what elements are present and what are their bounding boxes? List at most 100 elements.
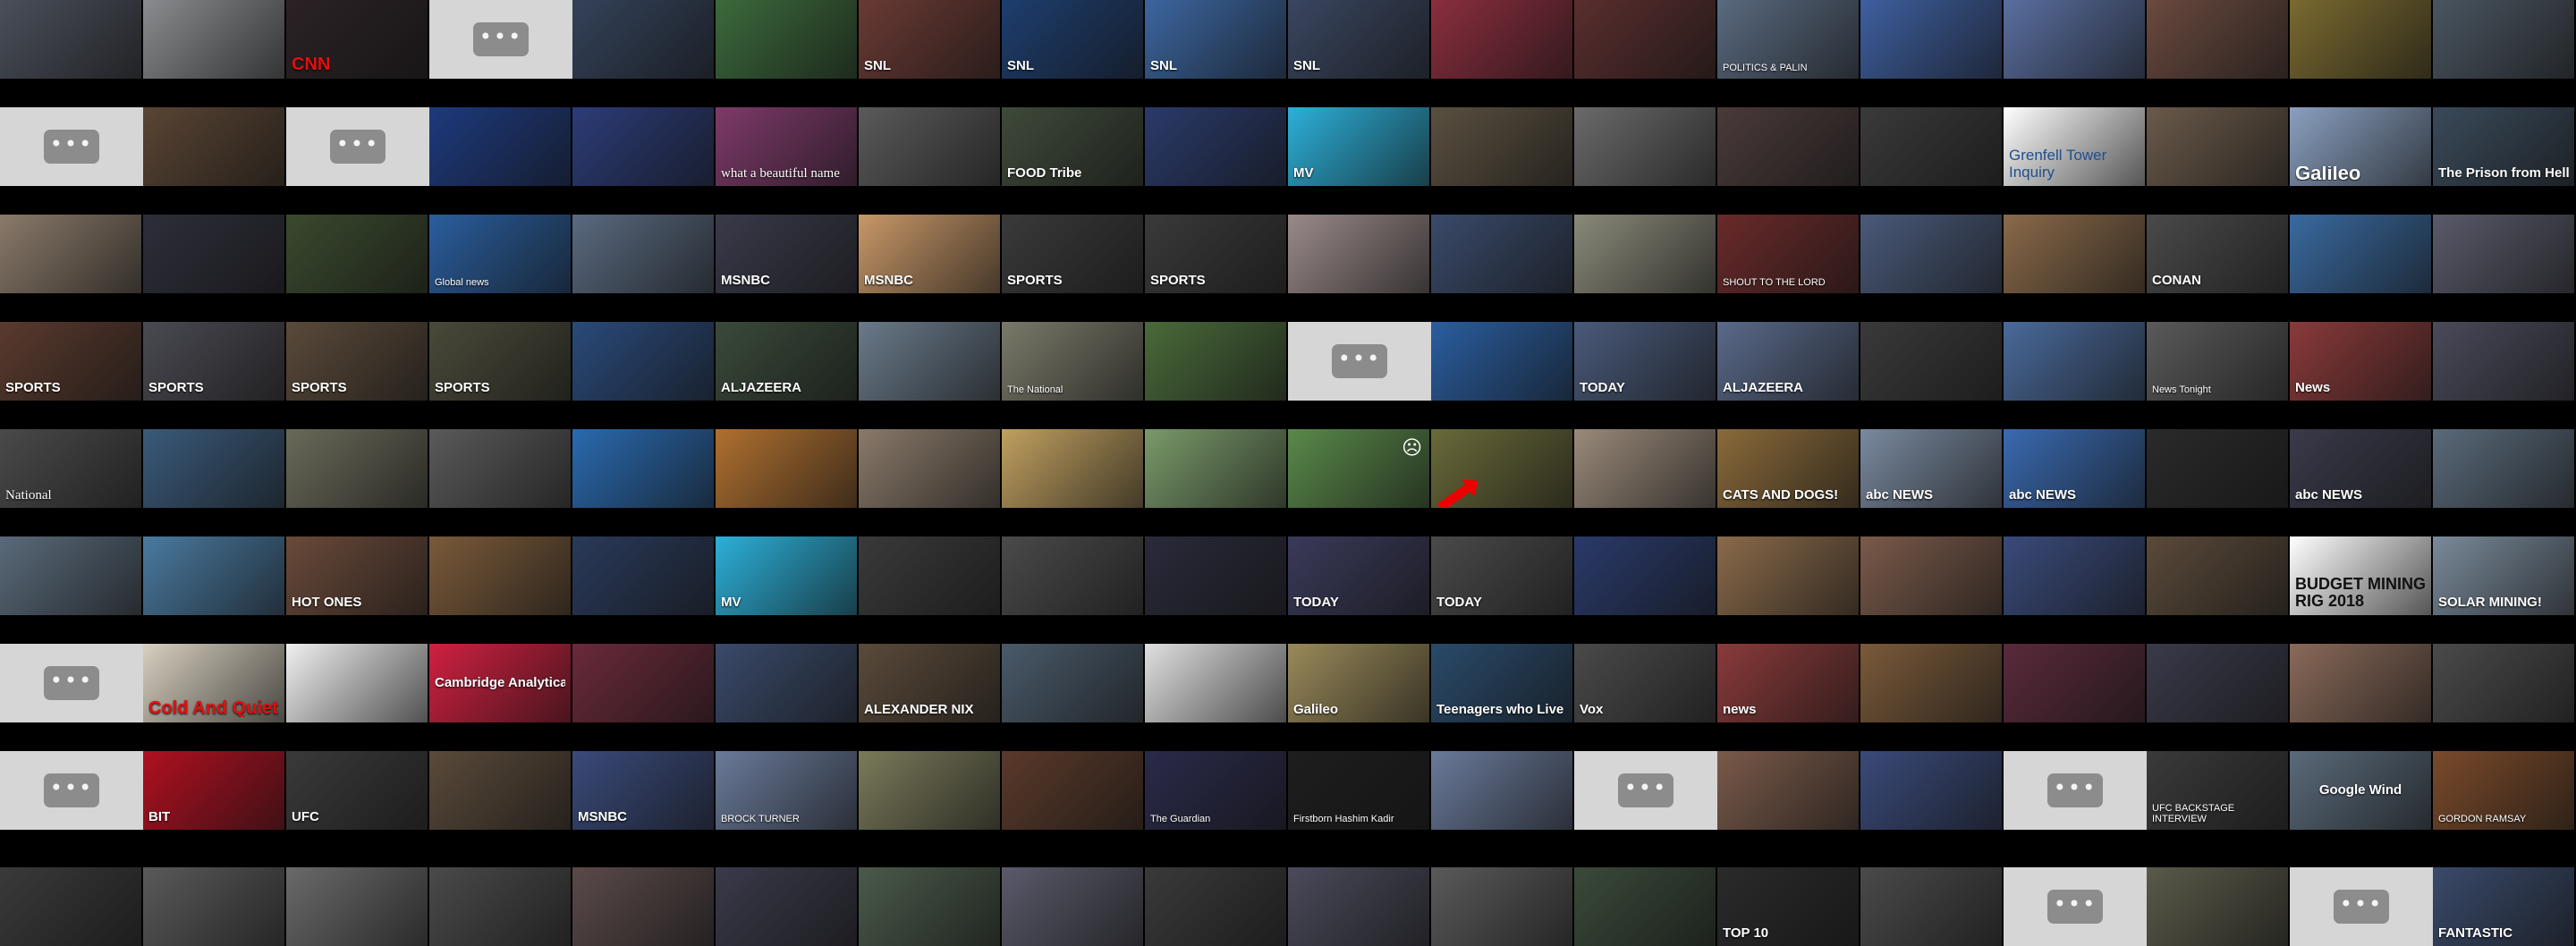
video-thumbnail[interactable]: [572, 867, 714, 946]
video-thumbnail[interactable]: SPORTS: [0, 322, 141, 401]
video-thumbnail[interactable]: The Prison from Hell: [2433, 107, 2574, 186]
loading-thumbnail-placeholder[interactable]: •••: [2290, 867, 2433, 946]
video-thumbnail[interactable]: [0, 215, 141, 293]
video-thumbnail[interactable]: TODAY: [1288, 536, 1429, 615]
video-thumbnail[interactable]: News: [2290, 322, 2431, 401]
video-thumbnail[interactable]: [1574, 107, 1716, 186]
video-thumbnail[interactable]: TODAY: [1431, 536, 1572, 615]
loading-thumbnail-placeholder[interactable]: •••: [0, 644, 143, 722]
video-thumbnail[interactable]: [0, 867, 141, 946]
video-thumbnail[interactable]: Galileo: [1288, 644, 1429, 722]
video-thumbnail[interactable]: [429, 536, 571, 615]
video-thumbnail[interactable]: [2147, 644, 2288, 722]
video-thumbnail[interactable]: [2433, 322, 2574, 401]
video-thumbnail[interactable]: Vox: [1574, 644, 1716, 722]
video-thumbnail[interactable]: [1145, 107, 1286, 186]
video-thumbnail[interactable]: [143, 107, 284, 186]
video-thumbnail[interactable]: MV: [1288, 107, 1429, 186]
video-thumbnail[interactable]: [429, 867, 571, 946]
video-thumbnail[interactable]: SOLAR MINING!: [2433, 536, 2574, 615]
video-thumbnail[interactable]: [0, 0, 141, 79]
video-thumbnail[interactable]: [1145, 536, 1286, 615]
video-thumbnail[interactable]: [2147, 867, 2288, 946]
video-thumbnail[interactable]: [859, 322, 1000, 401]
video-thumbnail[interactable]: [1002, 644, 1143, 722]
video-thumbnail[interactable]: [1002, 867, 1143, 946]
video-thumbnail[interactable]: what a beautiful name: [716, 107, 857, 186]
video-thumbnail[interactable]: SNL: [1288, 0, 1429, 79]
video-thumbnail[interactable]: [1288, 215, 1429, 293]
video-thumbnail[interactable]: FANTASTIC: [2433, 867, 2574, 946]
video-thumbnail[interactable]: [2004, 215, 2145, 293]
video-thumbnail[interactable]: FOOD Tribe: [1002, 107, 1143, 186]
loading-thumbnail-placeholder[interactable]: •••: [0, 751, 143, 830]
video-thumbnail[interactable]: [1431, 429, 1572, 508]
video-thumbnail[interactable]: CNN: [286, 0, 428, 79]
video-thumbnail[interactable]: BUDGET MINING RIG 2018: [2290, 536, 2431, 615]
video-thumbnail[interactable]: ALJAZEERA: [1717, 322, 1859, 401]
video-thumbnail[interactable]: [1431, 215, 1572, 293]
video-thumbnail[interactable]: MSNBC: [859, 215, 1000, 293]
video-thumbnail[interactable]: [1717, 536, 1859, 615]
video-thumbnail[interactable]: [143, 215, 284, 293]
video-thumbnail[interactable]: abc NEWS: [1860, 429, 2002, 508]
video-thumbnail[interactable]: [1860, 107, 2002, 186]
video-thumbnail[interactable]: BIT: [143, 751, 284, 830]
video-thumbnail[interactable]: [1574, 215, 1716, 293]
video-thumbnail[interactable]: SHOUT TO THE LORD: [1717, 215, 1859, 293]
video-thumbnail[interactable]: National: [0, 429, 141, 508]
video-thumbnail[interactable]: [2433, 644, 2574, 722]
video-thumbnail[interactable]: Galileo: [2290, 107, 2431, 186]
video-thumbnail[interactable]: SPORTS: [429, 322, 571, 401]
video-thumbnail[interactable]: [572, 536, 714, 615]
loading-thumbnail-placeholder[interactable]: •••: [2004, 867, 2147, 946]
video-thumbnail[interactable]: [143, 429, 284, 508]
video-thumbnail[interactable]: SNL: [1145, 0, 1286, 79]
video-thumbnail[interactable]: [1860, 0, 2002, 79]
video-thumbnail[interactable]: SPORTS: [143, 322, 284, 401]
loading-thumbnail-placeholder[interactable]: •••: [286, 107, 429, 186]
video-thumbnail[interactable]: [143, 867, 284, 946]
video-thumbnail[interactable]: abc NEWS: [2004, 429, 2145, 508]
video-thumbnail[interactable]: [1288, 867, 1429, 946]
video-thumbnail[interactable]: [429, 429, 571, 508]
video-thumbnail[interactable]: [1002, 751, 1143, 830]
video-thumbnail[interactable]: [2433, 0, 2574, 79]
video-thumbnail[interactable]: [286, 644, 428, 722]
video-thumbnail[interactable]: [1860, 867, 2002, 946]
video-thumbnail[interactable]: [1860, 644, 2002, 722]
video-thumbnail[interactable]: [1431, 751, 1572, 830]
video-thumbnail[interactable]: News Tonight: [2147, 322, 2288, 401]
video-thumbnail[interactable]: Google Wind: [2290, 751, 2431, 830]
video-thumbnail[interactable]: [716, 429, 857, 508]
video-thumbnail[interactable]: [1145, 322, 1286, 401]
video-thumbnail[interactable]: [143, 536, 284, 615]
video-thumbnail[interactable]: [143, 0, 284, 79]
video-thumbnail[interactable]: ☹: [1288, 429, 1429, 508]
video-thumbnail[interactable]: [286, 867, 428, 946]
loading-thumbnail-placeholder[interactable]: •••: [0, 107, 143, 186]
video-thumbnail[interactable]: [572, 322, 714, 401]
video-thumbnail[interactable]: Cold And Quiet: [143, 644, 284, 722]
video-thumbnail[interactable]: [1717, 751, 1859, 830]
video-thumbnail[interactable]: UFC BACKSTAGE INTERVIEW: [2147, 751, 2288, 830]
video-thumbnail[interactable]: [859, 429, 1000, 508]
video-thumbnail[interactable]: [1574, 429, 1716, 508]
video-thumbnail[interactable]: [2004, 536, 2145, 615]
video-thumbnail[interactable]: HOT ONES: [286, 536, 428, 615]
video-thumbnail[interactable]: Teenagers who Live Underground: [1431, 644, 1572, 722]
video-thumbnail[interactable]: [1431, 322, 1572, 401]
video-thumbnail[interactable]: [1002, 429, 1143, 508]
video-thumbnail[interactable]: [2004, 644, 2145, 722]
video-thumbnail[interactable]: [859, 867, 1000, 946]
video-thumbnail[interactable]: SNL: [859, 0, 1000, 79]
video-thumbnail[interactable]: [286, 215, 428, 293]
video-thumbnail[interactable]: MSNBC: [572, 751, 714, 830]
video-thumbnail[interactable]: SPORTS: [286, 322, 428, 401]
video-thumbnail[interactable]: news: [1717, 644, 1859, 722]
video-thumbnail[interactable]: abc NEWS: [2290, 429, 2431, 508]
video-thumbnail[interactable]: [1145, 429, 1286, 508]
video-thumbnail[interactable]: BROCK TURNER: [716, 751, 857, 830]
video-thumbnail[interactable]: ALJAZEERA: [716, 322, 857, 401]
video-thumbnail[interactable]: [859, 107, 1000, 186]
